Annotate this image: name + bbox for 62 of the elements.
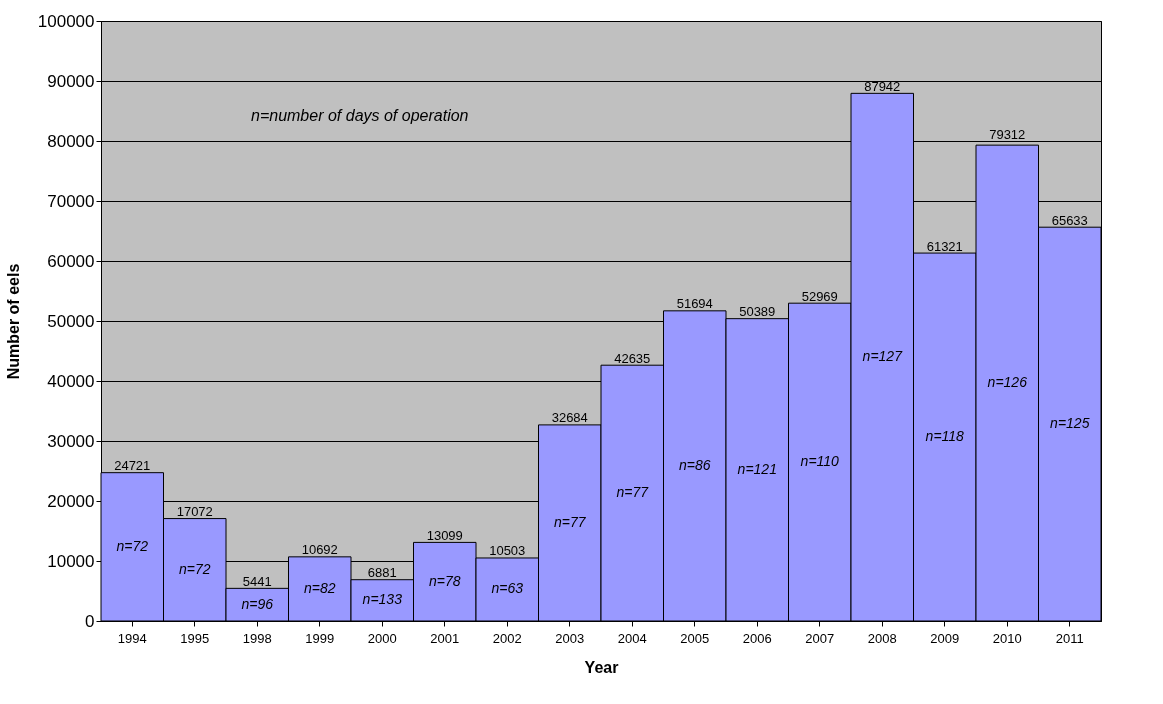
data-label: 51694 xyxy=(676,296,713,312)
x-tick-label: 2000 xyxy=(367,630,397,646)
y-axis-title: Number of eels xyxy=(4,263,22,380)
annotation: n=125 xyxy=(1050,415,1090,432)
data-label: 32684 xyxy=(551,410,588,426)
y-tick-label: 30000 xyxy=(47,431,95,451)
annotation: n=72 xyxy=(178,560,211,577)
annotation: n=118 xyxy=(925,428,965,445)
y-tick-label: 0 xyxy=(85,611,95,631)
data-label: 52969 xyxy=(801,288,838,304)
x-tick-label: 2003 xyxy=(555,630,585,646)
y-tick-label: 80000 xyxy=(47,131,95,151)
x-tick-label: 1999 xyxy=(305,630,335,646)
annotation: n=133 xyxy=(362,591,403,608)
y-tick-label: 10000 xyxy=(47,551,95,571)
data-label: 79312 xyxy=(989,126,1026,142)
x-tick-label: 2004 xyxy=(617,630,647,646)
y-tick-label: 50000 xyxy=(47,311,95,331)
x-tick-label: 1998 xyxy=(242,630,272,646)
annotation: n=121 xyxy=(737,460,777,477)
annotation: n=63 xyxy=(491,580,524,597)
x-tick-label: 2010 xyxy=(992,630,1022,646)
annotation: n=72 xyxy=(116,537,149,554)
data-label: 65633 xyxy=(1051,212,1088,228)
y-tick-label: 60000 xyxy=(47,251,95,271)
y-tick-label: 100000 xyxy=(37,11,95,31)
annotation: n=number of days of operation xyxy=(251,107,469,124)
x-tick-label: 2002 xyxy=(492,630,522,646)
data-label: 10692 xyxy=(301,542,338,558)
data-label: 87942 xyxy=(864,78,901,94)
annotation: n=127 xyxy=(862,348,904,365)
x-axis-title: Year xyxy=(584,658,619,676)
x-tick-label: 2001 xyxy=(430,630,460,646)
x-tick-label: 2008 xyxy=(867,630,897,646)
annotation: n=77 xyxy=(616,484,650,501)
data-label: 42635 xyxy=(614,350,651,366)
data-label: 17072 xyxy=(176,504,213,520)
data-label: 5441 xyxy=(242,573,272,589)
annotation: n=82 xyxy=(303,579,336,596)
data-label: 61321 xyxy=(926,238,963,254)
annotation: n=96 xyxy=(241,595,274,612)
x-tick-label: 2007 xyxy=(805,630,835,646)
y-tick-label: 20000 xyxy=(47,491,95,511)
annotation: n=126 xyxy=(987,374,1028,391)
x-tick-label: 2005 xyxy=(680,630,710,646)
y-tick-label: 70000 xyxy=(47,191,95,211)
x-tick-label: 1995 xyxy=(180,630,210,646)
x-tick-label: 2009 xyxy=(930,630,960,646)
annotation: n=86 xyxy=(678,456,711,473)
annotation: n=78 xyxy=(428,572,461,589)
data-label: 50389 xyxy=(739,304,776,320)
annotation: n=110 xyxy=(800,453,840,470)
x-tick-label: 2006 xyxy=(742,630,772,646)
data-label: 6881 xyxy=(367,565,397,581)
y-tick-label: 40000 xyxy=(47,371,95,391)
y-tick-label: 90000 xyxy=(47,71,95,91)
data-label: 13099 xyxy=(426,527,463,543)
x-tick-label: 1994 xyxy=(117,630,147,646)
data-label: 10503 xyxy=(489,543,526,559)
annotation: n=77 xyxy=(553,513,587,530)
data-label: 24721 xyxy=(114,458,151,474)
x-tick-label: 2011 xyxy=(1055,630,1084,646)
